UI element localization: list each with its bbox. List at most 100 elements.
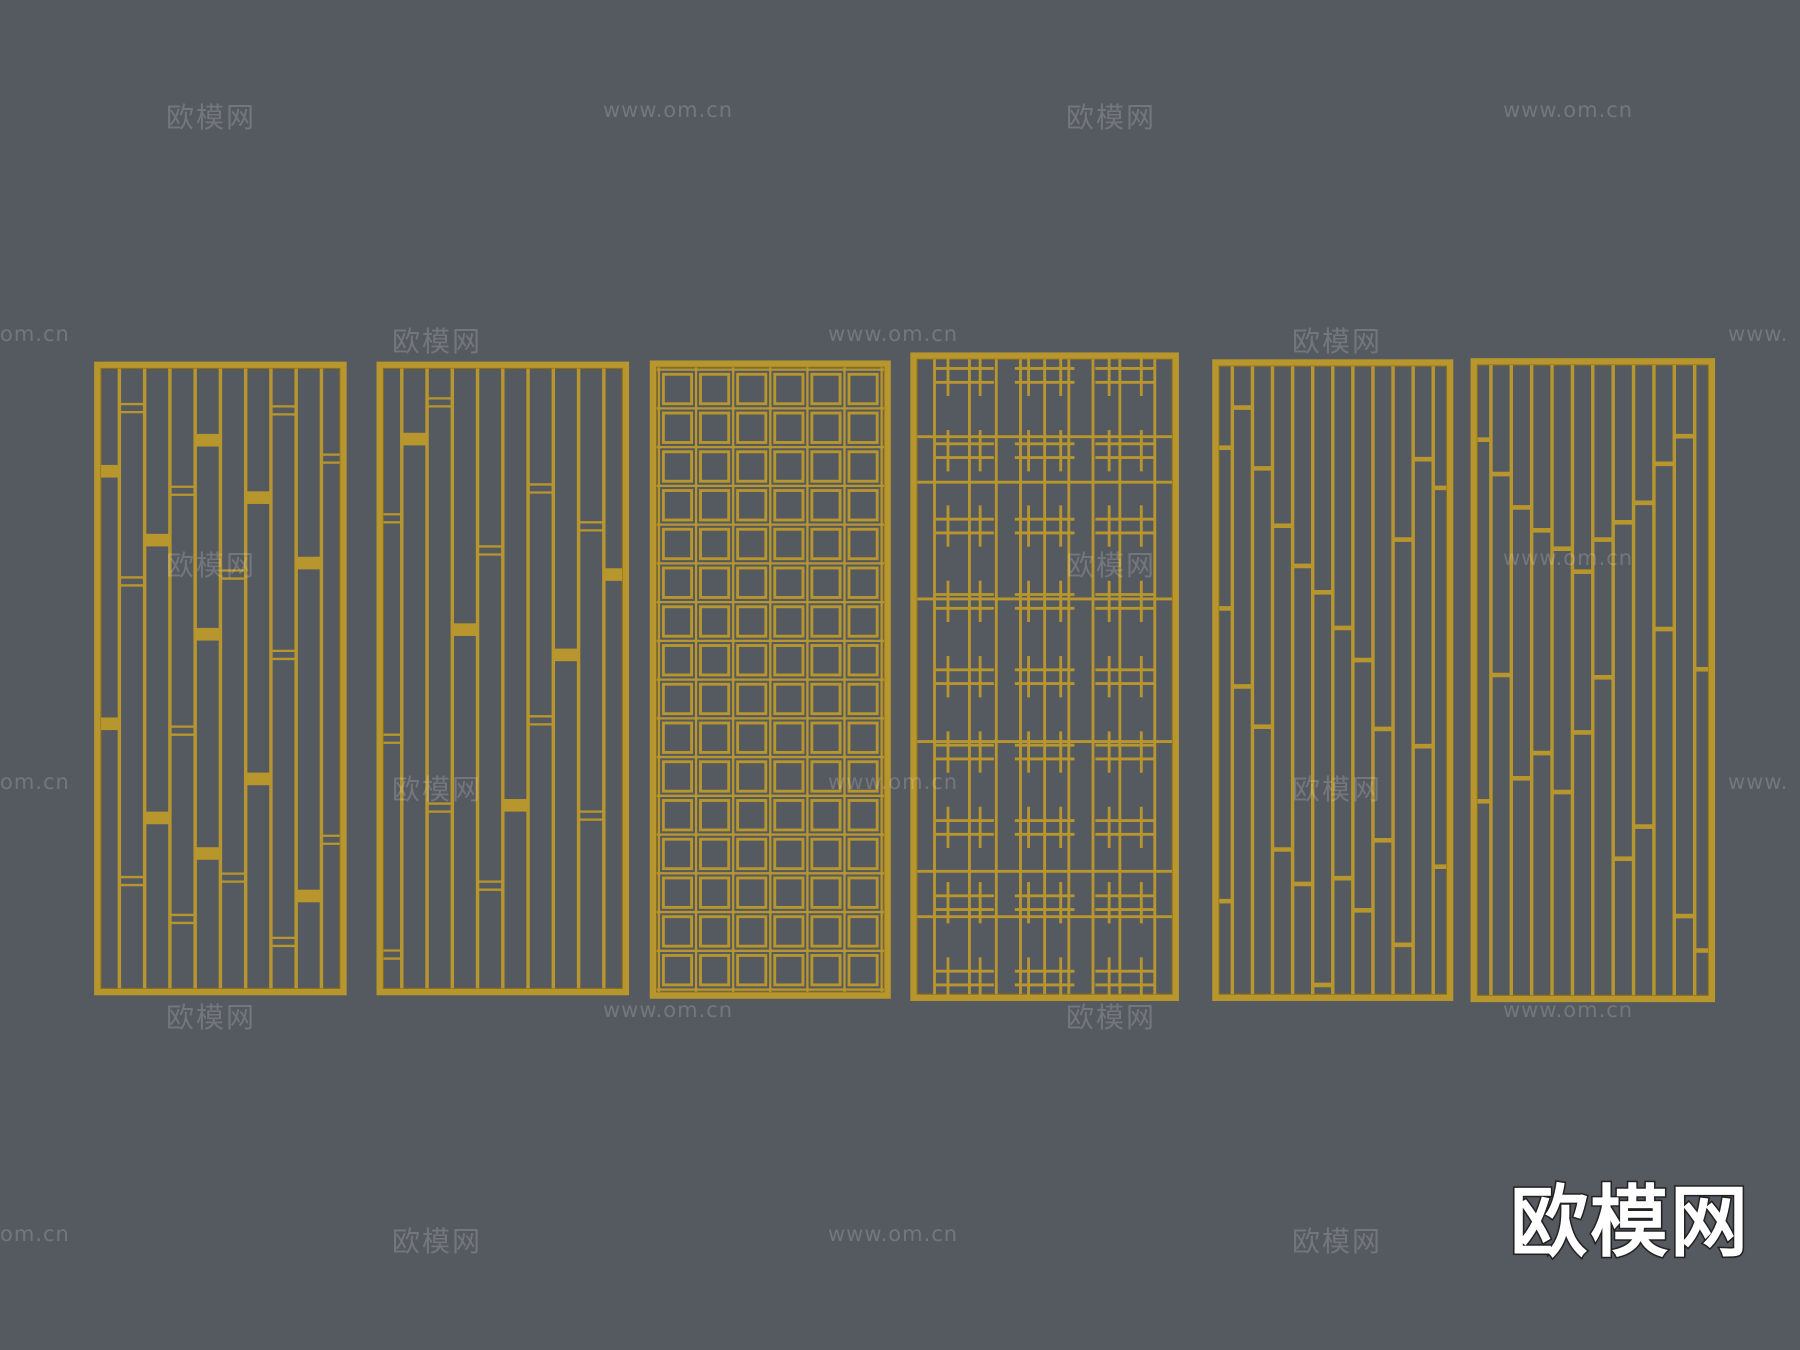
panel-sparse-vertical-bars bbox=[376, 361, 630, 996]
lattice-square bbox=[847, 566, 879, 599]
lattice-square bbox=[773, 799, 805, 832]
lattice-square bbox=[699, 915, 731, 948]
lattice-square bbox=[736, 837, 768, 871]
lattice-square bbox=[810, 954, 842, 987]
block bbox=[245, 491, 271, 504]
lattice-square bbox=[773, 372, 805, 406]
lattice-square bbox=[773, 954, 805, 987]
lattice-square bbox=[810, 799, 842, 832]
lattice-square bbox=[661, 527, 694, 561]
lattice-square bbox=[810, 527, 842, 561]
lattice-square bbox=[810, 450, 842, 483]
lattice-square bbox=[699, 605, 731, 638]
lattice-square bbox=[847, 527, 879, 561]
watermark-url: www.om.cn bbox=[828, 770, 959, 794]
lattice-square bbox=[699, 411, 731, 444]
lattice-square bbox=[810, 489, 842, 522]
lattice-square bbox=[699, 876, 731, 909]
lattice-square bbox=[661, 489, 694, 522]
lattice-square bbox=[736, 372, 768, 406]
lattice-square bbox=[661, 876, 694, 909]
lattice-square bbox=[736, 954, 768, 987]
panel-frame bbox=[910, 352, 1179, 1002]
lattice-square bbox=[847, 721, 879, 754]
watermark-logo: 欧模网 bbox=[166, 1001, 257, 1034]
lattice-square bbox=[847, 411, 879, 444]
lattice-square bbox=[699, 799, 731, 832]
watermark-url: www.om.cn bbox=[1503, 98, 1634, 122]
watermark-logo: 欧模网 bbox=[392, 773, 483, 806]
lattice-square bbox=[699, 837, 731, 871]
lattice-square bbox=[661, 372, 694, 406]
lattice-square bbox=[847, 799, 879, 832]
lattice-square bbox=[810, 644, 842, 677]
block bbox=[144, 811, 170, 825]
lattice-square bbox=[773, 566, 805, 599]
lattice-square bbox=[736, 566, 768, 599]
watermark-logo: 欧模网 bbox=[1066, 549, 1157, 582]
lattice-square bbox=[736, 876, 768, 909]
lattice-square bbox=[661, 954, 694, 987]
panel-frame bbox=[1212, 359, 1454, 1002]
block bbox=[195, 433, 221, 447]
lattice-square bbox=[810, 566, 842, 599]
lattice-square bbox=[661, 450, 694, 483]
lattice-square bbox=[810, 760, 842, 793]
lattice-square bbox=[847, 876, 879, 909]
lattice-square bbox=[699, 682, 731, 716]
block bbox=[101, 717, 120, 731]
lattice-square bbox=[661, 605, 694, 638]
watermark-url: www.om.cn bbox=[603, 998, 734, 1022]
lattice-square bbox=[736, 527, 768, 561]
lattice-square bbox=[736, 799, 768, 832]
lattice-square bbox=[773, 837, 805, 871]
lattice-square bbox=[699, 644, 731, 677]
watermark-url: www.om.cn bbox=[828, 1222, 959, 1246]
lattice-square bbox=[847, 760, 879, 793]
lattice-square bbox=[810, 372, 842, 406]
block bbox=[401, 432, 428, 446]
lattice-square bbox=[847, 489, 879, 522]
lattice-square bbox=[699, 760, 731, 793]
panel-stepped-vertical-bars bbox=[1212, 359, 1454, 1002]
lattice-square bbox=[810, 876, 842, 909]
brand-logo: 欧模网 bbox=[1508, 1177, 1751, 1270]
watermark-logo: 欧模网 bbox=[392, 1225, 483, 1258]
panel-frame bbox=[649, 360, 891, 999]
block bbox=[452, 623, 478, 636]
block bbox=[101, 464, 120, 478]
watermark-url: www. bbox=[1728, 770, 1789, 794]
lattice-square bbox=[699, 566, 731, 599]
watermark-logo: 欧模网 bbox=[1292, 1225, 1383, 1258]
lattice-square bbox=[736, 489, 768, 522]
watermark-url: www. bbox=[1728, 322, 1789, 346]
lattice-square bbox=[847, 450, 879, 483]
lattice-square bbox=[847, 644, 879, 677]
watermark-logo: 欧模网 bbox=[166, 549, 257, 582]
watermark-logo: 欧模网 bbox=[1066, 1001, 1157, 1034]
lattice-square bbox=[736, 411, 768, 444]
lattice-square bbox=[699, 450, 731, 483]
lattice-square bbox=[847, 605, 879, 638]
lattice-square bbox=[773, 605, 805, 638]
lattice-square bbox=[773, 527, 805, 561]
lattice-square bbox=[847, 682, 879, 716]
lattice-square bbox=[699, 527, 731, 561]
block bbox=[553, 648, 579, 662]
watermark-logo: 欧模网 bbox=[1292, 773, 1383, 806]
watermark-url: om.cn bbox=[0, 770, 70, 794]
lattice-square bbox=[736, 682, 768, 716]
lattice-square bbox=[736, 915, 768, 948]
lattice-square bbox=[661, 837, 694, 871]
lattice-square bbox=[661, 721, 694, 754]
block bbox=[144, 533, 170, 547]
lattice-square bbox=[810, 411, 842, 444]
lattice-square bbox=[661, 799, 694, 832]
lattice-square bbox=[773, 644, 805, 677]
lattice-square bbox=[661, 682, 694, 716]
lattice-square bbox=[699, 721, 731, 754]
watermark-url: om.cn bbox=[0, 1222, 70, 1246]
lattice-square bbox=[661, 644, 694, 677]
block bbox=[245, 772, 271, 786]
